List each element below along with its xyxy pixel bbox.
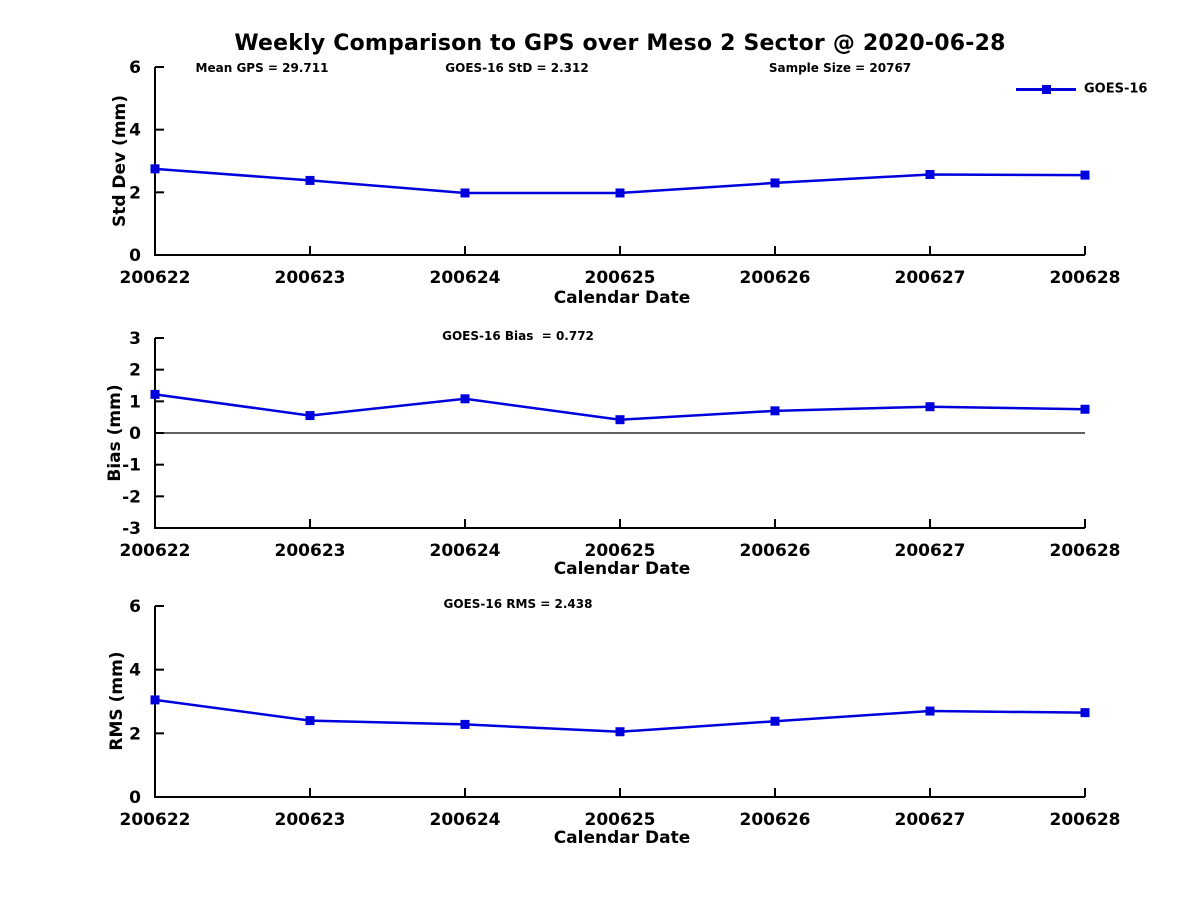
y-tick-label: 6	[129, 597, 141, 617]
y-tick-label: 1	[129, 392, 141, 412]
x-tick-label: 200622	[120, 810, 191, 830]
y-tick-label: 2	[129, 183, 141, 203]
legend-label: GOES-16	[1084, 81, 1148, 97]
data-point-marker	[615, 727, 625, 737]
x-tick-label: 200623	[275, 810, 346, 830]
x-tick-label: 200626	[740, 268, 811, 288]
chart-rms: 0 2 4 6 200622 200623 200624 200625 200626 200627…	[120, 597, 1121, 830]
x-tick-label: 200623	[275, 268, 346, 288]
annotation-mean-gps: Mean GPS = 29.711	[195, 61, 329, 75]
x-tick-label: 200625	[585, 810, 656, 830]
x-axis-label-stddev: Calendar Date	[553, 288, 691, 308]
y-tick-label: -3	[122, 519, 141, 539]
x-tick-label: 200626	[740, 541, 811, 561]
y-tick-label: 2	[129, 361, 141, 381]
data-point-marker	[925, 169, 935, 179]
data-point-marker	[460, 719, 470, 729]
x-tick-label: 200626	[740, 810, 811, 830]
annotation-goes16-std: GOES-16 StD = 2.312	[445, 61, 589, 75]
figure-title: Weekly Comparison to GPS over Meso 2 Sec…	[234, 31, 1006, 56]
y-tick-label: 0	[129, 788, 141, 808]
y-tick-label: 0	[129, 424, 141, 444]
x-tick-label: 200627	[895, 541, 966, 561]
data-point-marker	[305, 411, 315, 421]
x-tick-label: 200628	[1050, 541, 1121, 561]
data-point-marker	[305, 175, 315, 185]
y-tick-label: -1	[122, 456, 141, 476]
data-point-marker	[925, 706, 935, 716]
data-point-marker	[150, 164, 160, 174]
data-point-marker	[150, 389, 160, 399]
x-tick-label: 200622	[120, 541, 191, 561]
y-tick-label: 4	[129, 121, 141, 141]
data-point-marker	[460, 188, 470, 198]
annotation-sample-size: Sample Size = 20767	[768, 61, 912, 75]
chart-bias: -3 -2 -1 0 1 2 3 200622 200623 200624 200625 200626…	[120, 329, 1121, 561]
data-point-marker	[925, 402, 935, 412]
legend-marker-icon	[1042, 85, 1051, 94]
x-tick-label: 200624	[430, 541, 501, 561]
annotation-goes16-rms: GOES-16 RMS = 2.438	[443, 597, 593, 611]
data-point-marker	[1080, 708, 1090, 718]
x-tick-label: 200622	[120, 268, 191, 288]
chart-std-dev: 0 2 4 6 200622 200623 200624 200625 200626 200627…	[120, 58, 1121, 288]
x-tick-label: 200623	[275, 541, 346, 561]
annotation-goes16-bias: GOES-16 Bias = 0.772	[442, 329, 594, 343]
x-tick-label: 200628	[1050, 268, 1121, 288]
data-point-marker	[615, 415, 625, 425]
x-tick-label: 200627	[895, 268, 966, 288]
x-axis-label-rms: Calendar Date	[553, 828, 691, 848]
data-point-marker	[305, 716, 315, 726]
x-tick-label: 200625	[585, 268, 656, 288]
y-tick-label: -2	[122, 487, 141, 507]
data-point-marker	[770, 406, 780, 416]
x-tick-label: 200627	[895, 810, 966, 830]
data-point-marker	[770, 716, 780, 726]
y-tick-label: 4	[129, 661, 141, 681]
series-line-GOES-16	[154, 698, 1086, 733]
data-point-marker	[150, 695, 160, 705]
data-point-marker	[1080, 404, 1090, 414]
data-point-marker	[1080, 170, 1090, 180]
data-point-marker	[615, 188, 625, 198]
y-tick-label: 0	[129, 246, 141, 266]
x-axis-label-bias: Calendar Date	[553, 559, 691, 579]
x-tick-label: 200628	[1050, 810, 1121, 830]
x-tick-label: 200624	[430, 268, 501, 288]
y-tick-label: 6	[129, 58, 141, 78]
y-tick-label: 3	[129, 329, 141, 349]
y-tick-label: 2	[129, 724, 141, 744]
x-tick-label: 200625	[585, 541, 656, 561]
x-tick-label: 200624	[430, 810, 501, 830]
data-point-marker	[460, 394, 470, 404]
data-point-marker	[770, 178, 780, 188]
